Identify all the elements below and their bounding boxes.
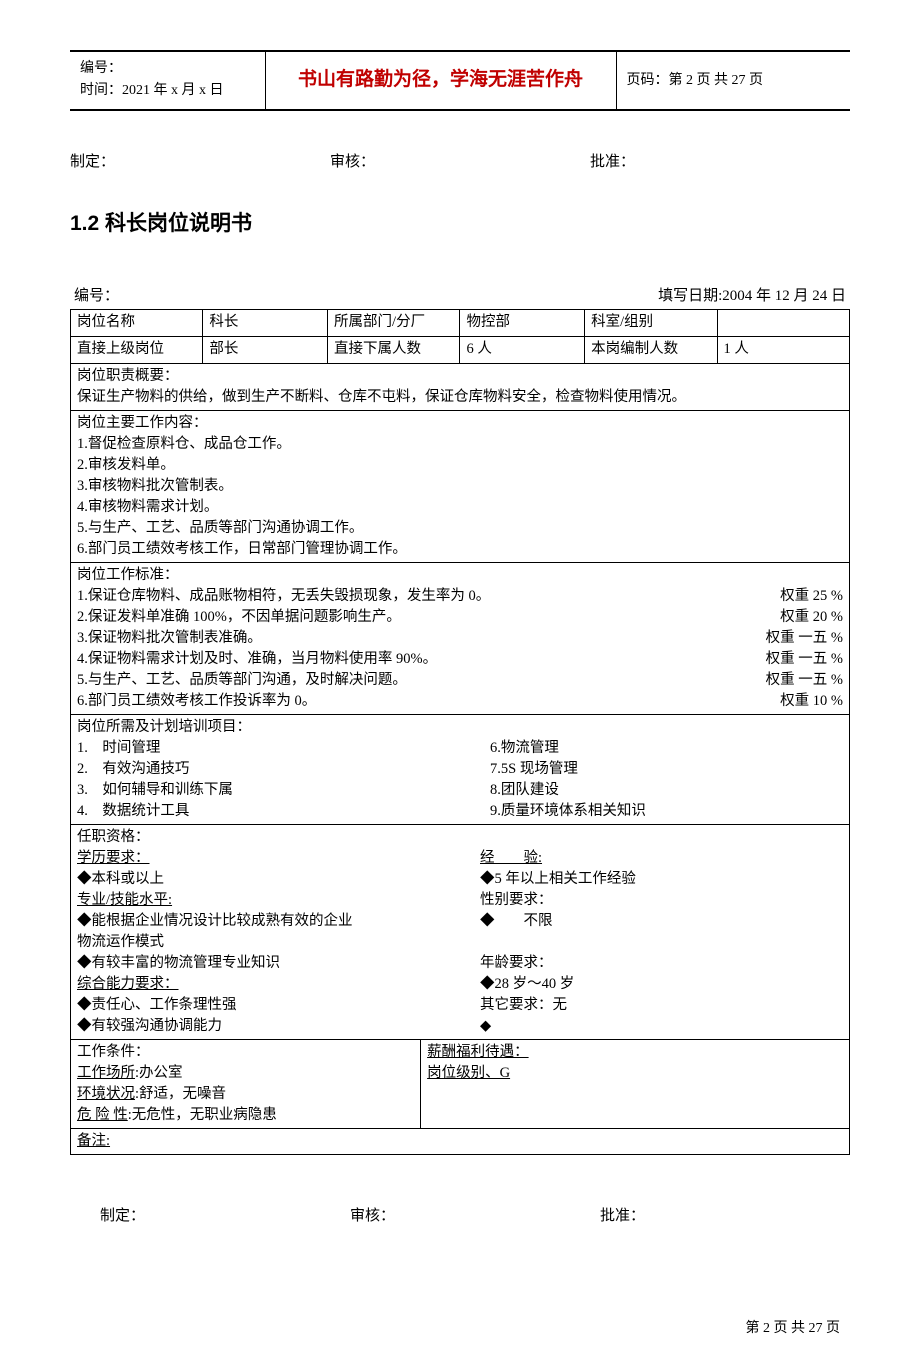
r2c3-value: 1 人: [717, 337, 849, 364]
r1c3-value: [717, 310, 849, 337]
r1c2-value: 物控部: [460, 310, 585, 337]
qualification: 任职资格： 学历要求： ◆本科或以上 专业/技能水平: ◆能根据企业情况设计比较…: [71, 825, 850, 1040]
conditions: 工作条件： 工作场所:办公室 环境状况:舒适，无噪音 危 险 性:无危性，无职业…: [71, 1040, 850, 1129]
sign-make-2: 制定：: [100, 1205, 350, 1228]
header-left: 编号： 时间：2021 年 x 月 x 日: [70, 51, 265, 110]
r2c3-label: 本岗编制人数: [585, 337, 717, 364]
time-row: 时间：2021 年 x 月 x 日: [80, 80, 255, 102]
sign-approve-2: 批准：: [600, 1205, 850, 1228]
page-footer: 第 2 页 共 27 页: [70, 1318, 850, 1339]
sign-review-2: 审核：: [350, 1205, 600, 1228]
meta-row: 编号： 填写日期:2004 年 12 月 24 日: [70, 285, 850, 308]
r1c1-value: 科长: [203, 310, 328, 337]
sign-approve: 批准：: [590, 151, 850, 174]
meta-serial: 编号：: [74, 285, 119, 308]
r1c3-label: 科室/组别: [585, 310, 717, 337]
header-page: 页码：第 2 页 共 27 页: [616, 51, 850, 110]
r1c2-label: 所属部门/分厂: [328, 310, 460, 337]
signature-row-top: 制定： 审核： 批准：: [70, 151, 850, 174]
job-table: 岗位名称 科长 所属部门/分厂 物控部 科室/组别 直接上级岗位 部长 直接下属…: [70, 309, 850, 1155]
header-motto: 书山有路勤为径，学海无涯苦作舟: [265, 51, 616, 110]
info-row-1: 岗位名称 科长 所属部门/分厂 物控部 科室/组别: [71, 310, 850, 337]
r1c1-label: 岗位名称: [71, 310, 203, 337]
main-work: 岗位主要工作内容： 1.督促检查原料仓、成品仓工作。 2.审核发料单。 3.审核…: [71, 410, 850, 562]
remark: 备注:: [71, 1129, 850, 1155]
r2c1-label: 直接上级岗位: [71, 337, 203, 364]
info-row-2: 直接上级岗位 部长 直接下属人数 6 人 本岗编制人数 1 人: [71, 337, 850, 364]
sign-make: 制定：: [70, 151, 330, 174]
serial-label: 编号：: [80, 58, 255, 80]
sign-review: 审核：: [330, 151, 590, 174]
duty-summary: 岗位职责概要： 保证生产物料的供给，做到生产不断料、仓库不屯料，保证仓库物料安全…: [71, 363, 850, 410]
r2c2-label: 直接下属人数: [328, 337, 460, 364]
section-title: 1.2 科长岗位说明书: [70, 208, 850, 240]
work-standard: 岗位工作标准： 1.保证仓库物料、成品账物相符，无丢失毁损现象，发生率为 0。权…: [71, 562, 850, 714]
meta-fill-date: 填写日期:2004 年 12 月 24 日: [658, 285, 846, 308]
training: 岗位所需及计划培训项目： 1. 时间管理 2. 有效沟通技巧 3. 如何辅导和训…: [71, 715, 850, 825]
r2c1-value: 部长: [203, 337, 328, 364]
page-header: 编号： 时间：2021 年 x 月 x 日 书山有路勤为径，学海无涯苦作舟 页码…: [70, 50, 850, 111]
signature-row-bottom: 制定： 审核： 批准：: [70, 1205, 850, 1228]
r2c2-value: 6 人: [460, 337, 585, 364]
